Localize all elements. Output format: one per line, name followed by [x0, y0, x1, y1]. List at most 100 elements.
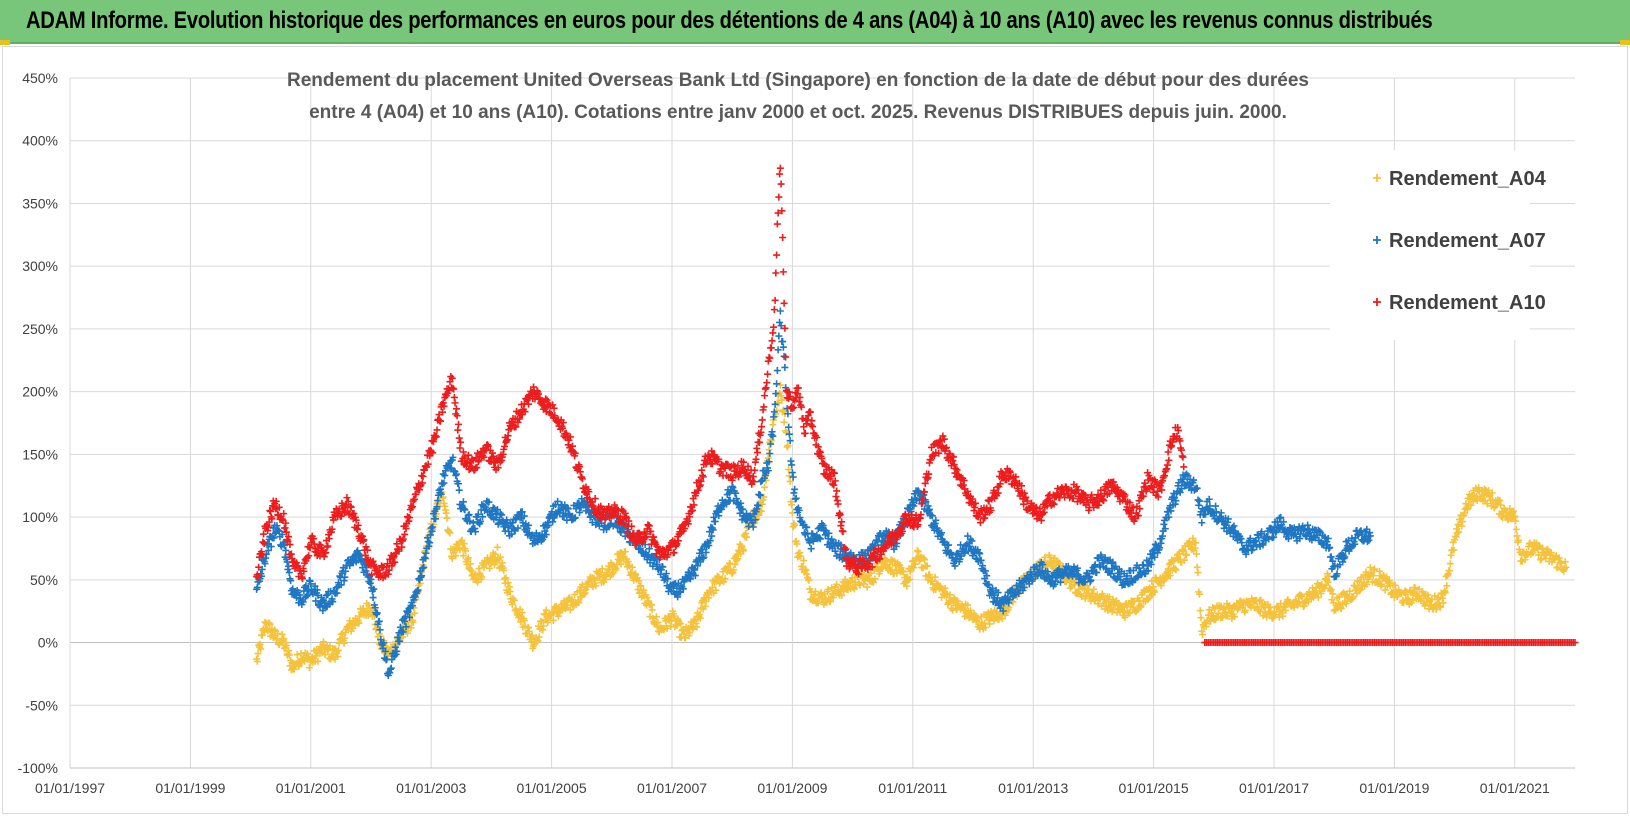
data-point [784, 410, 792, 418]
data-point [1506, 505, 1514, 513]
chart-title-line-1: Rendement du placement United Overseas B… [287, 70, 1309, 91]
data-point [320, 638, 328, 646]
data-point [760, 493, 768, 501]
data-point [302, 582, 310, 590]
data-point [691, 572, 699, 580]
data-point [1257, 596, 1265, 604]
data-point [380, 639, 388, 647]
data-point [773, 380, 781, 388]
data-point [455, 420, 463, 428]
data-point [1317, 590, 1325, 598]
data-point [788, 461, 796, 469]
data-point [676, 620, 684, 628]
data-point [986, 620, 994, 628]
data-point [474, 510, 482, 518]
data-point [1105, 593, 1113, 601]
data-point [1557, 559, 1565, 567]
series-rendement-a04 [253, 381, 1570, 674]
data-point [406, 613, 414, 621]
data-point [341, 573, 349, 581]
data-point [411, 609, 419, 617]
data-point [420, 563, 428, 571]
data-point [784, 442, 792, 450]
data-point [479, 513, 487, 521]
data-point [1356, 586, 1364, 594]
data-point [1329, 590, 1337, 598]
data-point [554, 612, 562, 620]
data-point [1509, 507, 1517, 515]
data-point [1133, 606, 1141, 614]
data-point [1183, 551, 1191, 559]
data-point [779, 234, 787, 242]
data-point [1363, 580, 1371, 588]
data-point [903, 582, 911, 590]
data-point [439, 480, 447, 488]
data-point [686, 629, 694, 637]
data-point [848, 574, 856, 582]
data-point [502, 574, 510, 582]
data-point [443, 514, 451, 522]
data-point [334, 646, 342, 654]
data-points [253, 164, 1579, 679]
header-title: ADAM Informe. Evolution historique des p… [26, 7, 1433, 34]
data-point [793, 540, 801, 548]
data-point [370, 585, 378, 593]
data-point [1279, 612, 1287, 620]
data-point [1400, 599, 1408, 607]
data-point [1371, 565, 1379, 573]
data-point [1467, 501, 1475, 509]
data-point [789, 473, 797, 481]
data-point [1180, 556, 1188, 564]
data-point [659, 563, 667, 571]
data-point [364, 611, 372, 619]
data-point [426, 539, 434, 547]
data-point [437, 490, 445, 498]
data-point [636, 544, 644, 552]
data-point [537, 618, 545, 626]
data-point [440, 479, 448, 487]
data-point [617, 560, 625, 568]
data-point [791, 485, 799, 493]
x-tick-label: 01/01/2013 [998, 780, 1068, 796]
data-point [285, 651, 293, 659]
data-point [756, 491, 764, 499]
data-point [575, 599, 583, 607]
data-point [549, 616, 557, 624]
data-point [311, 582, 319, 590]
data-point [399, 628, 407, 636]
data-point [893, 569, 901, 577]
data-point [518, 609, 526, 617]
data-point [1144, 596, 1152, 604]
data-point [459, 498, 467, 506]
data-point [478, 573, 486, 581]
data-point [731, 560, 739, 568]
data-point [795, 506, 803, 514]
data-point [461, 506, 469, 514]
data-point [706, 537, 714, 545]
data-point [1112, 597, 1120, 605]
y-tick-label: 50% [30, 572, 58, 588]
data-point [451, 399, 459, 407]
data-point [566, 606, 574, 614]
data-point [1439, 599, 1447, 607]
data-point [867, 569, 875, 577]
data-point [1381, 586, 1389, 594]
data-point [1342, 600, 1350, 608]
data-point [324, 542, 332, 550]
data-point [1214, 609, 1222, 617]
data-point [1355, 587, 1363, 595]
data-point [1512, 525, 1520, 533]
data-point [462, 547, 470, 555]
data-point [1199, 631, 1207, 639]
data-point [1349, 593, 1357, 601]
data-point [464, 554, 472, 562]
data-point [770, 306, 778, 314]
data-point [1452, 533, 1460, 541]
data-point [1411, 584, 1419, 592]
data-point [785, 466, 793, 474]
data-point [1180, 463, 1188, 471]
data-point [871, 575, 879, 583]
data-point [312, 597, 320, 605]
data-point [805, 576, 813, 584]
